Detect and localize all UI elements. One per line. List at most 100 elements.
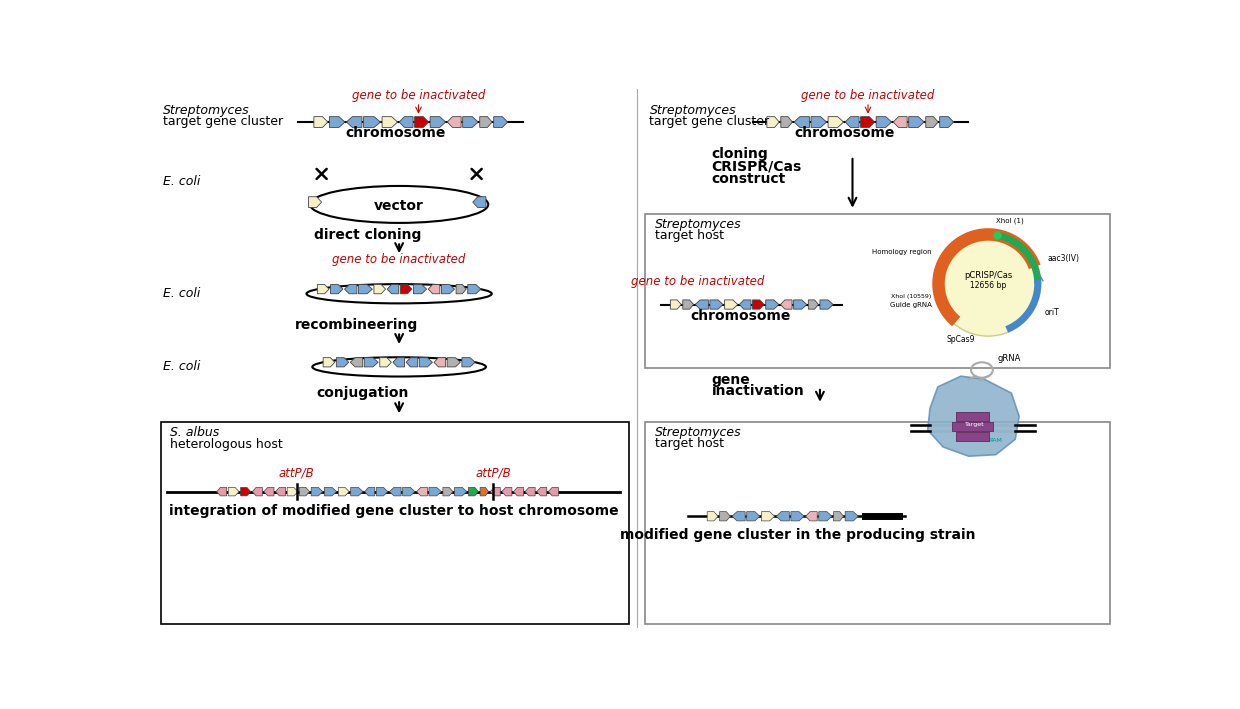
Polygon shape xyxy=(429,487,441,496)
Circle shape xyxy=(935,231,1040,336)
Polygon shape xyxy=(806,512,817,521)
Polygon shape xyxy=(696,300,708,309)
Polygon shape xyxy=(389,487,401,496)
Polygon shape xyxy=(707,512,718,521)
Text: Target: Target xyxy=(965,422,985,428)
Polygon shape xyxy=(217,487,227,496)
Polygon shape xyxy=(300,487,310,496)
Polygon shape xyxy=(407,357,418,367)
Polygon shape xyxy=(351,487,363,496)
Polygon shape xyxy=(671,300,681,309)
Polygon shape xyxy=(820,300,833,309)
Text: conjugation: conjugation xyxy=(316,386,408,400)
Text: pCRISP/Cas: pCRISP/Cas xyxy=(963,271,1012,279)
Polygon shape xyxy=(724,300,738,309)
Text: 12656 bp: 12656 bp xyxy=(970,281,1006,291)
Polygon shape xyxy=(331,284,343,294)
Polygon shape xyxy=(548,487,558,496)
Bar xyxy=(952,423,993,431)
Polygon shape xyxy=(365,487,374,496)
Polygon shape xyxy=(861,117,874,128)
Bar xyxy=(956,432,990,441)
Text: inactivation: inactivation xyxy=(712,384,805,398)
Polygon shape xyxy=(469,487,479,496)
Polygon shape xyxy=(502,487,512,496)
Text: oriT: oriT xyxy=(1044,308,1059,316)
Polygon shape xyxy=(794,117,810,128)
Polygon shape xyxy=(513,487,523,496)
Polygon shape xyxy=(413,284,427,294)
Polygon shape xyxy=(833,512,843,521)
Text: SpCas9: SpCas9 xyxy=(947,335,975,345)
Polygon shape xyxy=(387,284,399,294)
Text: chromosome: chromosome xyxy=(689,309,790,323)
Polygon shape xyxy=(709,300,723,309)
Text: target gene cluster: target gene cluster xyxy=(162,115,283,128)
Polygon shape xyxy=(376,487,388,496)
Text: target host: target host xyxy=(655,229,724,242)
Polygon shape xyxy=(818,512,832,521)
Polygon shape xyxy=(490,487,500,496)
Text: heterologous host: heterologous host xyxy=(171,437,283,451)
Bar xyxy=(956,413,990,421)
Polygon shape xyxy=(472,196,486,208)
Text: construct: construct xyxy=(712,172,786,186)
Text: Streptomyces: Streptomyces xyxy=(655,218,742,231)
Polygon shape xyxy=(336,357,348,367)
Polygon shape xyxy=(311,487,322,496)
Polygon shape xyxy=(252,487,263,496)
Polygon shape xyxy=(288,487,298,496)
Polygon shape xyxy=(766,300,779,309)
Text: S. albus: S. albus xyxy=(171,426,219,439)
Polygon shape xyxy=(448,117,461,128)
Text: Homology region: Homology region xyxy=(872,250,931,255)
Polygon shape xyxy=(846,512,858,521)
Text: Streptomyces: Streptomyces xyxy=(655,426,742,439)
Polygon shape xyxy=(753,300,764,309)
Polygon shape xyxy=(480,117,492,128)
Polygon shape xyxy=(430,117,445,128)
Polygon shape xyxy=(264,487,274,496)
Polygon shape xyxy=(346,117,362,128)
Polygon shape xyxy=(480,487,489,496)
Polygon shape xyxy=(761,512,775,521)
Text: Streptomyces: Streptomyces xyxy=(162,104,249,116)
Polygon shape xyxy=(399,117,413,128)
Polygon shape xyxy=(940,117,954,128)
Polygon shape xyxy=(414,117,429,128)
Polygon shape xyxy=(467,284,481,294)
Text: XhoI (10559): XhoI (10559) xyxy=(892,294,931,298)
Text: gene to be inactivated: gene to be inactivated xyxy=(631,275,764,289)
Text: gRNA: gRNA xyxy=(997,354,1021,363)
Polygon shape xyxy=(746,512,760,521)
Polygon shape xyxy=(309,196,321,208)
Text: Streptomyces: Streptomyces xyxy=(650,104,737,116)
Polygon shape xyxy=(537,487,547,496)
Polygon shape xyxy=(846,117,859,128)
Text: XhoI (1): XhoI (1) xyxy=(996,217,1024,223)
Polygon shape xyxy=(525,487,536,496)
Polygon shape xyxy=(683,300,693,309)
Polygon shape xyxy=(732,512,745,521)
Polygon shape xyxy=(893,117,908,128)
Text: gene to be inactivated: gene to be inactivated xyxy=(332,253,466,266)
Polygon shape xyxy=(441,284,455,294)
Text: aac3(IV): aac3(IV) xyxy=(1047,254,1079,262)
Text: cloning: cloning xyxy=(712,147,769,161)
Polygon shape xyxy=(776,512,790,521)
Polygon shape xyxy=(275,487,285,496)
Polygon shape xyxy=(766,117,779,128)
Polygon shape xyxy=(403,487,415,496)
Text: E. coli: E. coli xyxy=(162,360,200,373)
Polygon shape xyxy=(909,117,924,128)
Polygon shape xyxy=(781,117,792,128)
Text: E. coli: E. coli xyxy=(162,287,200,300)
Polygon shape xyxy=(719,512,730,521)
Bar xyxy=(645,214,1110,369)
Bar xyxy=(645,423,1110,624)
Polygon shape xyxy=(791,512,804,521)
Polygon shape xyxy=(811,117,827,128)
Polygon shape xyxy=(780,300,792,309)
Polygon shape xyxy=(448,357,460,367)
Polygon shape xyxy=(455,487,467,496)
